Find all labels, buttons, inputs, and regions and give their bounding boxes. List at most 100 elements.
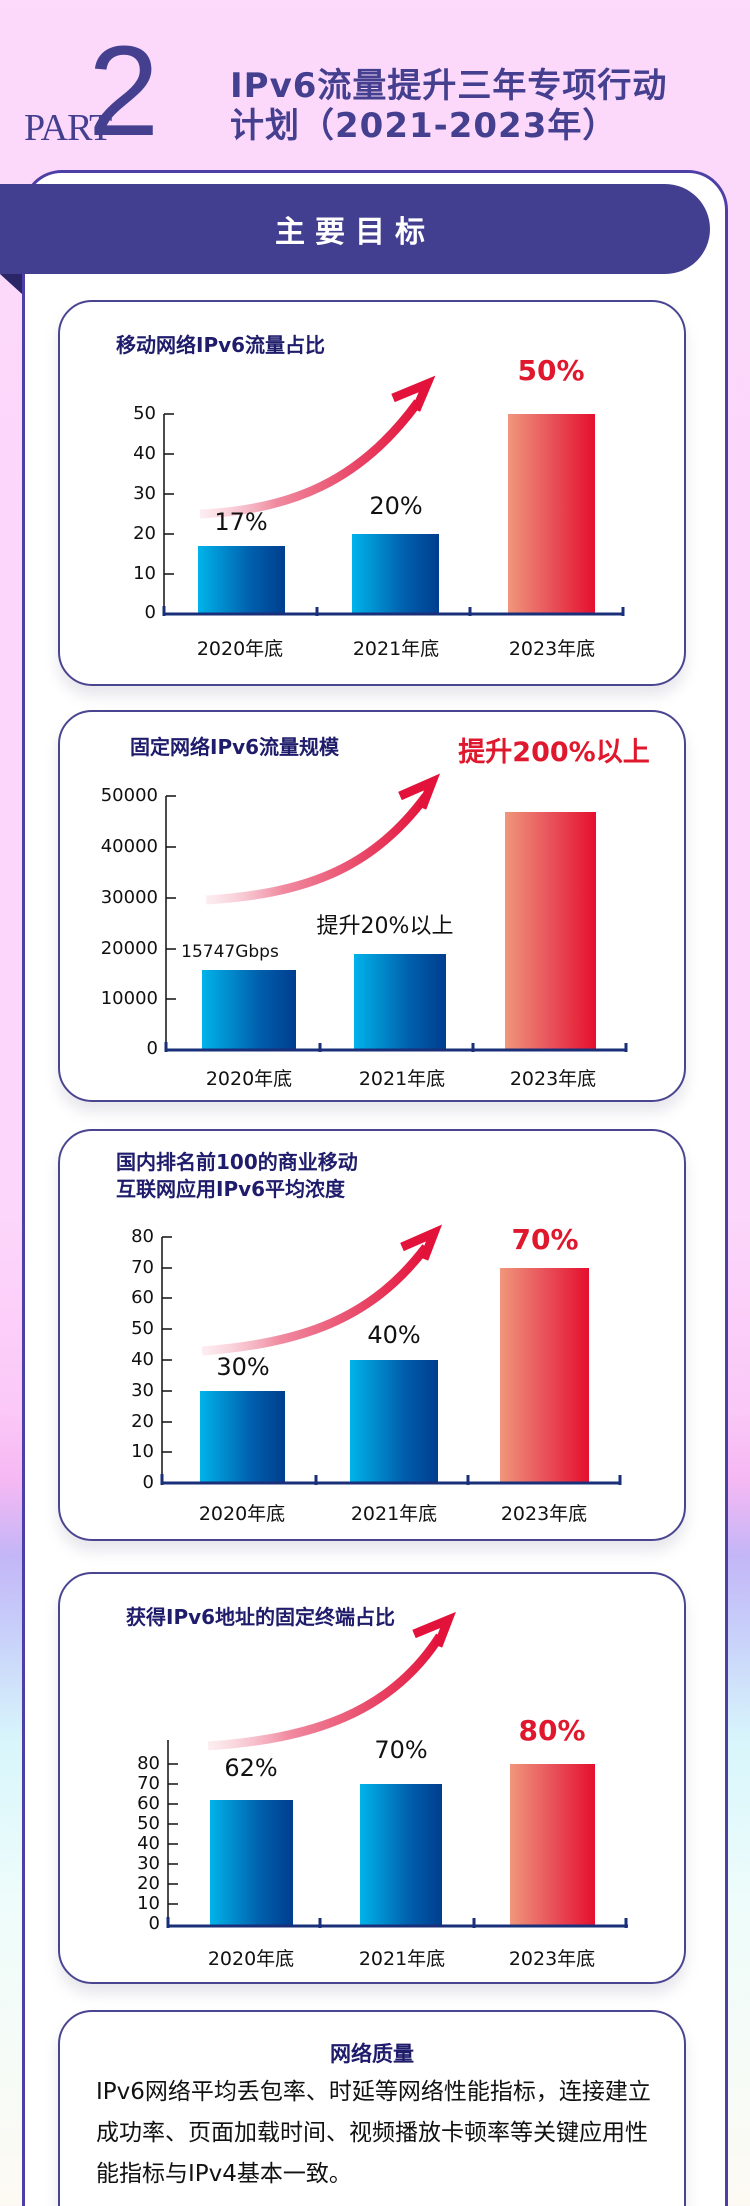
y-tick: 20 bbox=[133, 523, 156, 544]
x-label-2020: 2020年底 bbox=[196, 638, 284, 660]
chart-card-mobile-ipv6-share: 移动网络IPv6流量占比 50 40 30 20 10 0 17% 20 bbox=[58, 300, 686, 686]
y-tick: 60 bbox=[137, 1793, 160, 1814]
x-label-2023: 2023年底 bbox=[508, 1948, 596, 1970]
y-tick: 80 bbox=[131, 1226, 154, 1247]
chart-axes bbox=[165, 773, 441, 1050]
value-label-2021: 40% bbox=[367, 1321, 421, 1349]
chart-card-fixed-ipv6-traffic: 固定网络IPv6流量规模 50000 40000 30000 20000 100… bbox=[58, 710, 686, 1102]
y-tick: 30 bbox=[131, 1380, 154, 1401]
curved-arrow-icon bbox=[201, 1224, 443, 1356]
x-label-2021: 2021年底 bbox=[358, 1948, 446, 1970]
y-tick: 70 bbox=[131, 1257, 154, 1278]
bar-2023 bbox=[500, 1268, 589, 1483]
bar-2020 bbox=[210, 1800, 293, 1926]
chart-title: 国内排名前100的商业移动 互联网应用IPv6平均浓度 bbox=[116, 1149, 358, 1203]
chart-title: 获得IPv6地址的固定终端占比 bbox=[126, 1605, 396, 1629]
y-tick: 50 bbox=[131, 1318, 154, 1339]
curved-arrow-icon bbox=[205, 773, 441, 905]
banner-fold-decoration bbox=[0, 274, 22, 294]
network-quality-body: IPv6网络平均丢包率、时延等网络性能指标，连接建立成功率、页面加载时间、视频播… bbox=[96, 2079, 651, 2187]
bar-chart: 50 40 30 20 10 0 17% 20% 50% 2020年底 2021… bbox=[60, 302, 688, 684]
chart-title: 移动网络IPv6流量占比 bbox=[116, 333, 326, 357]
y-tick: 70 bbox=[137, 1773, 160, 1794]
y-tick: 80 bbox=[137, 1753, 160, 1774]
value-label-2020: 30% bbox=[216, 1353, 270, 1381]
y-tick: 20 bbox=[137, 1873, 160, 1894]
bar-2021 bbox=[360, 1784, 442, 1926]
x-label-2020: 2020年底 bbox=[207, 1948, 295, 1970]
x-label-2023: 2023年底 bbox=[508, 638, 596, 660]
chart-card-fixed-terminal-ipv6: 获得IPv6地址的固定终端占比 80 70 60 50 40 30 bbox=[58, 1572, 686, 1984]
y-tick: 30 bbox=[137, 1853, 160, 1874]
chart-axes bbox=[167, 1611, 456, 1926]
y-tick: 30 bbox=[133, 483, 156, 504]
bar-2021 bbox=[354, 954, 446, 1050]
y-tick: 40000 bbox=[100, 836, 158, 857]
x-axis bbox=[166, 1917, 628, 1928]
part-label: PART bbox=[24, 107, 112, 149]
bar-chart: 50000 40000 30000 20000 10000 0 15747Gbp… bbox=[60, 712, 688, 1100]
x-label-2020: 2020年底 bbox=[205, 1068, 293, 1090]
y-tick: 0 bbox=[142, 1472, 154, 1493]
section-title-line2: 计划（2021-2023年） bbox=[230, 106, 618, 146]
y-tick: 10 bbox=[131, 1441, 154, 1462]
bar-2023 bbox=[508, 414, 595, 614]
x-axis bbox=[160, 1474, 622, 1485]
y-tick: 10 bbox=[137, 1893, 160, 1914]
bar-2020 bbox=[202, 970, 296, 1050]
chart-title-line1: 国内排名前100的商业移动 bbox=[116, 1150, 358, 1174]
value-label-2020: 62% bbox=[224, 1754, 278, 1782]
x-label-2023: 2023年底 bbox=[500, 1503, 588, 1525]
goals-banner: 主要目标 bbox=[0, 184, 710, 274]
y-tick: 40 bbox=[133, 443, 156, 464]
chart-axes bbox=[163, 375, 436, 614]
y-tick: 30000 bbox=[100, 887, 158, 908]
x-label-2021: 2021年底 bbox=[358, 1068, 446, 1090]
chart-axes bbox=[161, 1224, 443, 1483]
value-label-2020: 15747Gbps bbox=[181, 942, 279, 962]
x-label-2020: 2020年底 bbox=[198, 1503, 286, 1525]
y-tick: 40 bbox=[131, 1349, 154, 1370]
value-label-2023: 70% bbox=[511, 1223, 579, 1256]
value-label-2020: 17% bbox=[214, 508, 268, 536]
x-label-2021: 2021年底 bbox=[352, 638, 440, 660]
value-label-2023: 80% bbox=[518, 1714, 586, 1747]
x-label-2023: 2023年底 bbox=[509, 1068, 597, 1090]
value-label-2021: 20% bbox=[369, 492, 423, 520]
network-quality-title: 网络质量 bbox=[330, 2042, 414, 2066]
x-label-2021: 2021年底 bbox=[350, 1503, 438, 1525]
chart-title: 固定网络IPv6流量规模 bbox=[130, 735, 340, 759]
y-tick: 20 bbox=[131, 1411, 154, 1432]
bar-chart: 80 70 60 50 40 30 20 10 0 30% 40% 70% 20… bbox=[60, 1131, 688, 1539]
part-number: 2 bbox=[88, 20, 160, 163]
bar-2020 bbox=[200, 1391, 285, 1483]
x-axis bbox=[164, 1042, 628, 1052]
value-label-2021: 70% bbox=[374, 1736, 428, 1764]
y-tick: 60 bbox=[131, 1287, 154, 1308]
bar-2021 bbox=[352, 534, 439, 614]
bar-chart: 80 70 60 50 40 30 20 10 0 62% 70% 80% 20… bbox=[60, 1574, 688, 1982]
value-label-2023: 50% bbox=[517, 354, 585, 387]
y-tick: 0 bbox=[148, 1913, 160, 1934]
y-tick: 40 bbox=[137, 1833, 160, 1854]
chart-title-line2: 互联网应用IPv6平均浓度 bbox=[116, 1177, 346, 1201]
chart-card-app-ipv6-density: 国内排名前100的商业移动 互联网应用IPv6平均浓度 80 70 60 bbox=[58, 1129, 686, 1541]
goals-banner-title: 主要目标 bbox=[275, 215, 435, 250]
y-tick: 10 bbox=[133, 563, 156, 584]
y-tick: 0 bbox=[146, 1038, 158, 1059]
value-label-2023: 提升200%以上 bbox=[458, 737, 650, 768]
bar-2021 bbox=[350, 1360, 438, 1483]
bar-2023 bbox=[505, 812, 596, 1050]
curved-arrow-icon bbox=[199, 375, 436, 519]
network-quality-card: 网络质量 IPv6网络平均丢包率、时延等网络性能指标，连接建立成功率、页面加载时… bbox=[58, 2010, 686, 2206]
y-tick: 20000 bbox=[100, 938, 158, 959]
y-tick: 50 bbox=[133, 403, 156, 424]
y-tick: 50 bbox=[137, 1813, 160, 1834]
x-axis bbox=[162, 606, 625, 616]
y-tick: 50000 bbox=[100, 785, 158, 806]
page-header: PART 2 IPv6流量提升三年专项行动 计划（2021-2023年） bbox=[0, 0, 750, 170]
bar-2020 bbox=[198, 546, 285, 614]
y-tick: 10000 bbox=[100, 988, 158, 1009]
bar-2023 bbox=[510, 1764, 595, 1926]
curved-arrow-icon bbox=[207, 1611, 456, 1751]
